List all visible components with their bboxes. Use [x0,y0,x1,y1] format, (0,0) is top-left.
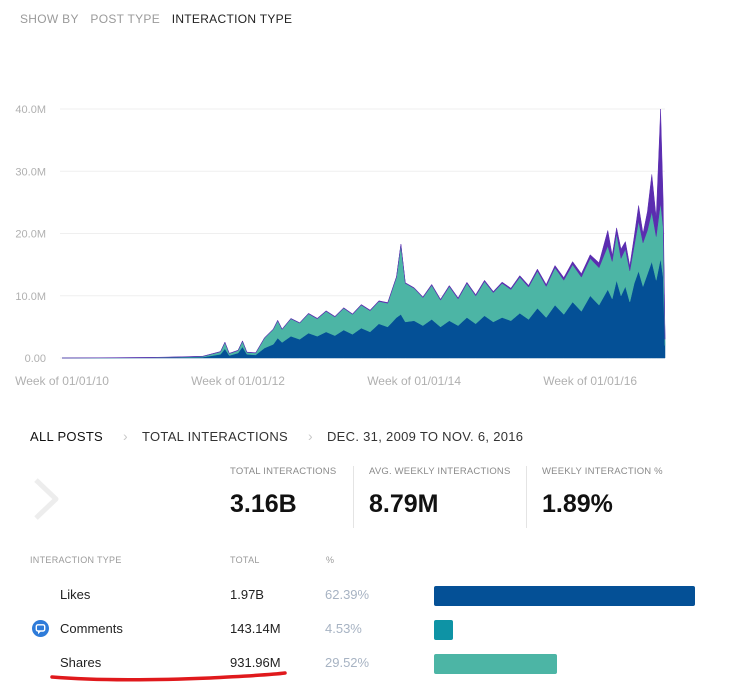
red-underline-annotation [50,671,287,682]
row-total-shares: 931.96M [230,655,281,670]
row-pct-comments: 4.53% [325,621,362,636]
breadcrumb: ALL POSTS › TOTAL INTERACTIONS › DEC. 31, 20… [30,428,523,444]
show-by-filter: SHOW BY POST TYPE INTERACTION TYPE [20,12,300,26]
tab-post-type[interactable]: POST TYPE [90,12,161,26]
kpi-value: 8.79M [369,490,439,518]
row-name-likes[interactable]: Likes [60,587,91,602]
x-tick-label: Week of 01/01/14 [367,374,461,388]
y-tick-label: 0.00 [25,353,46,365]
row-pct-shares: 29.52% [325,655,370,670]
y-tick-label: 30.0M [15,166,46,178]
kpi-value: 3.16B [230,490,297,518]
kpi-divider [353,466,354,528]
kpi-label: AVG. WEEKLY INTERACTIONS [369,466,511,477]
tab-interaction-type[interactable]: INTERACTION TYPE [171,12,293,26]
area-series-comments[interactable] [61,108,666,359]
x-tick-label: Week of 01/01/10 [15,374,109,388]
y-tick-label: 40.0M [15,104,46,116]
share-bar-likes [434,586,695,606]
kpi-avg-weekly-interactions: AVG. WEEKLY INTERACTIONS 8.79M [369,466,511,519]
x-tick-label: Week of 01/01/12 [191,374,285,388]
kpi-weekly-interaction-pct: WEEKLY INTERACTION % 1.89% [542,466,663,519]
breadcrumb-total-interactions[interactable]: TOTAL INTERACTIONS [142,429,289,444]
col-header-interaction-type: INTERACTION TYPE [30,555,122,565]
row-pct-likes: 62.39% [325,587,370,602]
kpi-label: TOTAL INTERACTIONS [230,466,337,477]
comment-bubble-icon [32,620,49,637]
share-bar-comments [434,620,453,640]
show-by-label: SHOW BY [20,12,79,26]
breadcrumb-all-posts[interactable]: ALL POSTS [30,429,104,444]
y-tick-label: 20.0M [15,229,46,241]
chevron-right-icon: › [308,428,313,444]
y-tick-label: 10.0M [15,291,46,303]
x-tick-label: Week of 01/01/16 [543,374,637,388]
col-header-total: TOTAL [230,555,260,565]
row-total-comments: 143.14M [230,621,281,636]
share-bar-shares [434,654,558,674]
chevron-right-icon[interactable] [30,478,64,520]
row-name-shares[interactable]: Shares [60,655,102,670]
kpi-total-interactions: TOTAL INTERACTIONS 3.16B [230,466,336,519]
row-name-comments[interactable]: Comments [60,621,123,636]
kpi-label: WEEKLY INTERACTION % [542,466,663,477]
col-header-pct: % [326,555,335,565]
row-total-likes: 1.97B [230,587,264,602]
interactions-area-chart: 0.00 10.0M 20.0M 30.0M 40.0M Week of 01/01/10… [15,104,666,388]
chevron-right-icon: › [123,428,128,444]
breadcrumb-date-range[interactable]: DEC. 31, 2009 TO NOV. 6, 2016 [326,429,524,444]
kpi-divider [526,466,527,528]
kpi-value: 1.89% [542,490,613,518]
